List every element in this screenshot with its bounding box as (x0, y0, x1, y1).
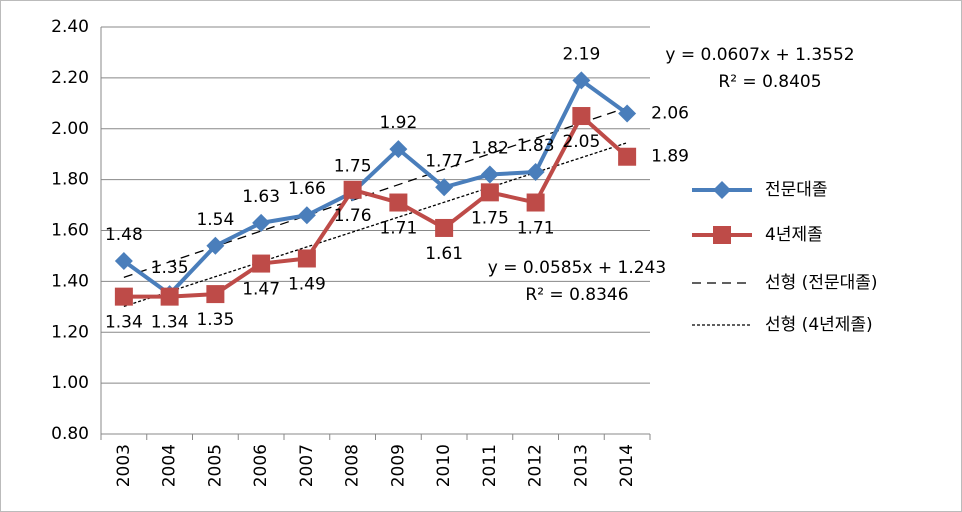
data-label: 1.92 (379, 113, 417, 133)
data-label: 1.54 (196, 210, 234, 230)
marker (618, 104, 637, 123)
data-label: 1.75 (334, 156, 372, 176)
trendline (123, 106, 628, 278)
x-tick-label: 2007 (297, 444, 317, 487)
y-tick-label: 1.40 (51, 271, 89, 291)
trend-r-squared: R² = 0.8346 (525, 285, 628, 305)
series-line (122, 78, 629, 297)
legend-label: 4년제졸 (765, 225, 823, 245)
marker (572, 107, 591, 126)
marker (389, 193, 408, 212)
marker (114, 252, 133, 271)
data-label: 2.19 (562, 44, 600, 64)
data-label: 1.89 (651, 147, 689, 167)
y-tick-label: 1.60 (51, 221, 89, 241)
data-label: 1.75 (471, 208, 509, 228)
data-label: 2.06 (651, 103, 689, 123)
y-tick-label: 1.20 (51, 322, 89, 342)
marker (618, 147, 637, 166)
x-tick-label: 2008 (343, 444, 363, 487)
marker (297, 249, 316, 268)
x-tick-label: 2012 (526, 444, 546, 487)
data-label: 1.82 (471, 139, 509, 159)
data-label: 1.35 (196, 310, 234, 330)
data-label: 1.35 (151, 258, 189, 278)
data-label: 1.34 (105, 313, 143, 333)
marker (114, 287, 133, 306)
y-tick-label: 2.40 (51, 17, 89, 37)
trend-equation: y = 0.0607x + 1.3552 (665, 45, 854, 65)
legend-label: 전문대졸 (765, 180, 828, 200)
marker (713, 226, 731, 244)
y-tick-label: 0.80 (51, 424, 89, 444)
marker (480, 183, 499, 202)
x-tick-label: 2006 (251, 444, 271, 487)
x-tick-label: 2005 (205, 444, 225, 487)
marker (526, 162, 545, 181)
marker (252, 254, 271, 273)
x-tick-label: 2011 (480, 444, 500, 487)
marker (480, 165, 499, 184)
data-label: 1.61 (425, 244, 463, 264)
y-tick-label: 2.00 (51, 119, 89, 139)
marker (206, 285, 225, 304)
data-label: 1.71 (517, 219, 555, 239)
data-label: 1.63 (242, 187, 280, 207)
data-label: 1.76 (334, 206, 372, 226)
x-tick-label: 2010 (434, 444, 454, 487)
data-label: 1.66 (288, 179, 326, 199)
data-label: 1.48 (105, 225, 143, 245)
marker (389, 140, 408, 159)
marker (435, 178, 454, 197)
marker (343, 180, 362, 199)
marker (572, 71, 591, 90)
trend-r-squared: R² = 0.8405 (718, 72, 821, 92)
data-label: 1.34 (151, 313, 189, 333)
marker (526, 193, 545, 212)
data-label: 1.71 (379, 219, 417, 239)
y-tick-label: 1.00 (51, 373, 89, 393)
y-tick-label: 1.80 (51, 170, 89, 190)
x-tick-label: 2004 (160, 444, 180, 487)
x-tick-label: 2009 (388, 444, 408, 487)
marker (252, 213, 271, 232)
trendline (123, 142, 628, 308)
marker (206, 236, 225, 255)
data-label: 1.77 (425, 151, 463, 171)
marker (297, 206, 316, 225)
marker (713, 181, 731, 199)
data-label: 1.49 (288, 274, 326, 294)
marker (160, 287, 179, 306)
marker (435, 218, 454, 237)
legend-label: 선형 (전문대졸) (765, 273, 878, 293)
legend-label: 선형 (4년제졸) (765, 315, 873, 335)
trend-equation: y = 0.0585x + 1.243 (488, 258, 666, 278)
y-tick-label: 2.20 (51, 68, 89, 88)
x-tick-label: 2003 (114, 444, 134, 487)
data-label: 1.47 (242, 280, 280, 300)
data-label: 1.83 (517, 136, 555, 156)
x-tick-label: 2014 (617, 444, 637, 487)
x-tick-label: 2013 (571, 444, 591, 487)
data-label: 2.05 (562, 132, 600, 152)
